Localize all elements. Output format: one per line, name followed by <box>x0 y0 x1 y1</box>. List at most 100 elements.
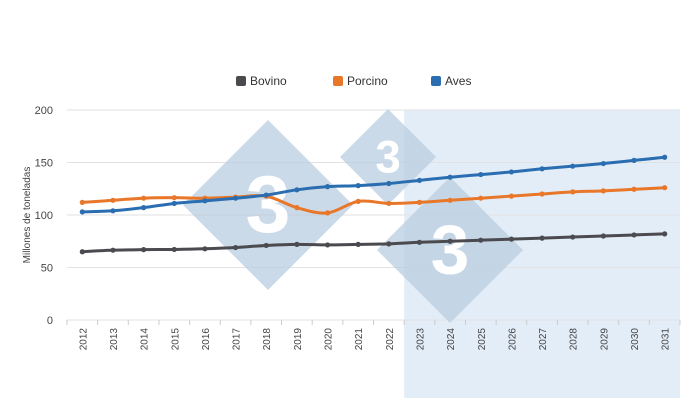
x-tick-label: 2025 <box>477 328 488 351</box>
legend-swatch-bovino <box>236 76 246 86</box>
watermark-diamond-left: 3 <box>183 120 353 290</box>
watermark-diamond-top-digit: 3 <box>375 131 400 182</box>
data-point-porcino <box>110 197 116 203</box>
x-tick-label: 2029 <box>599 328 610 351</box>
x-tick-label: 2018 <box>262 328 273 351</box>
data-point-porcino <box>478 195 484 201</box>
legend-item-aves: Aves <box>431 74 471 88</box>
data-point-aves <box>508 169 515 175</box>
x-tick-label: 2016 <box>201 328 212 351</box>
data-point-aves <box>294 187 300 193</box>
data-point-bovino <box>600 233 606 239</box>
y-tick-label: 200 <box>35 105 53 117</box>
data-point-bovino <box>508 236 515 242</box>
watermark-diamond-right-digit: 3 <box>431 210 470 288</box>
data-point-porcino <box>662 185 668 191</box>
data-point-bovino <box>386 241 392 247</box>
y-tick-label: 150 <box>35 158 53 170</box>
data-point-bovino <box>171 246 177 253</box>
x-tick-label: 2028 <box>569 328 580 351</box>
x-tick-label: 2020 <box>324 328 335 351</box>
legend-label-porcino: Porcino <box>347 74 388 88</box>
data-point-aves <box>416 177 423 183</box>
x-tick-label: 2015 <box>170 328 181 351</box>
data-point-bovino <box>447 238 453 244</box>
y-tick-label: 100 <box>35 210 53 222</box>
data-point-aves <box>570 163 576 169</box>
data-point-bovino <box>110 247 116 253</box>
y-tick-label: 0 <box>47 315 53 327</box>
x-tick-label: 2013 <box>109 328 120 351</box>
data-point-bovino <box>202 246 208 252</box>
data-point-porcino <box>79 199 85 205</box>
x-tick-label: 2017 <box>232 328 243 351</box>
data-point-bovino <box>478 237 484 243</box>
x-tick-label: 2026 <box>507 328 518 351</box>
data-point-aves <box>355 183 361 189</box>
watermark-diamond-left-digit: 3 <box>246 160 291 250</box>
data-point-porcino <box>508 193 515 199</box>
x-tick-label: 2031 <box>661 328 672 351</box>
data-point-aves <box>662 154 668 160</box>
data-point-aves <box>141 205 147 211</box>
data-point-porcino <box>570 189 576 195</box>
data-point-aves <box>539 166 545 172</box>
data-point-porcino <box>386 200 392 207</box>
data-point-bovino <box>263 242 269 249</box>
x-tick-label: 2021 <box>354 328 365 351</box>
data-point-aves <box>202 198 208 204</box>
data-point-porcino <box>447 197 453 203</box>
x-tick-label: 2023 <box>415 328 426 351</box>
data-point-bovino <box>232 244 239 251</box>
legend-swatch-aves <box>431 76 441 86</box>
data-point-bovino <box>141 247 147 253</box>
data-point-bovino <box>416 239 423 245</box>
data-point-porcino <box>141 195 147 201</box>
data-point-aves <box>79 209 85 215</box>
data-point-porcino <box>324 210 331 216</box>
y-tick-label: 50 <box>41 263 53 275</box>
data-point-aves <box>631 157 637 163</box>
data-point-aves <box>478 171 484 178</box>
legend-swatch-porcino <box>333 76 343 86</box>
legend-label-bovino: Bovino <box>250 74 287 88</box>
data-point-bovino <box>355 241 361 247</box>
data-point-aves <box>110 208 116 214</box>
data-point-bovino <box>570 234 576 240</box>
data-point-porcino <box>631 186 637 192</box>
legend-label-aves: Aves <box>445 74 471 88</box>
data-point-bovino <box>324 242 331 248</box>
x-tick-label: 2012 <box>78 328 89 351</box>
data-point-aves <box>171 200 177 207</box>
data-point-aves <box>447 174 453 180</box>
data-point-bovino <box>79 249 85 255</box>
x-tick-label: 2022 <box>385 328 396 351</box>
legend-item-bovino: Bovino <box>236 74 287 88</box>
data-point-aves <box>232 195 239 201</box>
data-point-bovino <box>539 235 545 241</box>
x-tick-label: 2014 <box>140 328 151 351</box>
x-tick-label: 2027 <box>538 328 549 351</box>
legend-item-porcino: Porcino <box>333 74 388 88</box>
data-point-porcino <box>416 199 423 205</box>
watermark-diamond-right: 3 <box>377 177 523 323</box>
data-point-porcino <box>355 198 361 204</box>
data-point-porcino <box>600 188 606 194</box>
x-tick-label: 2030 <box>630 328 641 351</box>
y-axis-title: Millones de toneladas <box>22 167 33 264</box>
data-point-porcino <box>294 205 300 211</box>
data-point-aves <box>600 160 606 167</box>
data-point-aves <box>386 180 392 187</box>
data-point-bovino <box>662 231 668 237</box>
data-point-aves <box>324 184 331 190</box>
watermark-diamond-right-shape <box>377 177 523 323</box>
data-point-bovino <box>631 232 637 238</box>
x-tick-label: 2019 <box>293 328 304 351</box>
data-point-porcino <box>539 191 545 197</box>
data-point-bovino <box>294 241 300 247</box>
data-point-aves <box>263 192 269 198</box>
data-point-porcino <box>171 195 177 201</box>
x-tick-label: 2024 <box>446 328 457 351</box>
